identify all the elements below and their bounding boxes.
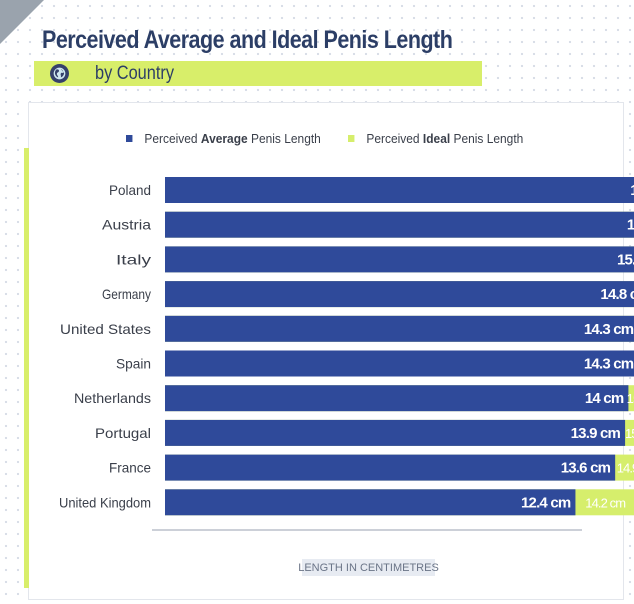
x-axis-label: LENGTH IN CENTIMETRES [298, 559, 439, 576]
corner-triangle [0, 0, 44, 44]
category-label: France [109, 460, 151, 476]
category-label: Portugal [95, 425, 151, 441]
legend-swatch-ideal [348, 135, 355, 142]
category-label: Austria [102, 217, 151, 233]
globe-icon [50, 64, 69, 83]
data-label-average: 15.6 cm [627, 217, 634, 234]
bar-average [165, 177, 634, 203]
bar-average [165, 419, 626, 446]
bar-average [165, 211, 634, 238]
bar-average [165, 315, 634, 342]
bar-average [165, 246, 634, 273]
category-label: United States [60, 321, 151, 337]
category-label: Italy [116, 251, 151, 267]
data-label-ideal: 15.1 cm [625, 426, 634, 441]
legend-item-average: Perceived Average Penis Length [126, 131, 321, 146]
legend-swatch-average [126, 135, 133, 142]
data-label-average: 15.7 cm [630, 182, 634, 199]
data-label-ideal: 14.2 cm [585, 495, 625, 510]
category-label: United Kingdom [59, 494, 151, 510]
category-label: Germany [102, 286, 151, 302]
data-label-average: 13.6 cm [561, 460, 611, 477]
bar-average [165, 281, 634, 308]
data-label-ideal: 15.1 cm [627, 391, 634, 406]
chart-title: Perceived Average and Ideal Penis Length [42, 26, 453, 54]
data-label-average: 14 cm [585, 390, 624, 407]
subtitle-band [34, 61, 482, 86]
bar-average [165, 350, 634, 377]
bar-average [165, 489, 576, 516]
legend-label-ideal: Perceived Ideal Penis Length [366, 131, 524, 146]
data-label-average: 14.3 cm [584, 321, 634, 338]
bar-average [165, 454, 616, 481]
legend-item-ideal: Perceived Ideal Penis Length [348, 131, 523, 146]
data-label-average: 12.4 cm [521, 494, 571, 511]
category-label: Netherlands [74, 390, 151, 406]
data-label-average: 14.3 cm [584, 356, 634, 373]
data-label-average: 15.3 cm [617, 251, 634, 268]
data-label-average: 14.8 cm [600, 286, 634, 303]
category-label: Spain [116, 356, 151, 372]
accent-stripe [24, 148, 29, 588]
legend-label-average: Perceived Average Penis Length [144, 131, 321, 146]
bar-average [165, 385, 629, 412]
chart-subtitle: by Country [95, 63, 175, 84]
data-label-average: 13.9 cm [571, 425, 621, 442]
data-label-ideal: 14.9 cm [617, 461, 634, 476]
category-label: Poland [109, 182, 151, 198]
